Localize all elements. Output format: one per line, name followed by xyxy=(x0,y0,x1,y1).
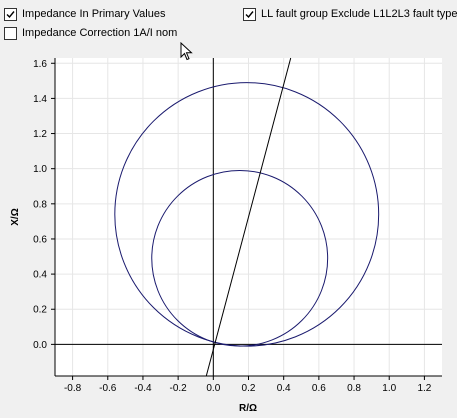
x-tick-label: 1.2 xyxy=(417,383,431,394)
primary-values-checkbox[interactable]: Impedance In Primary Values xyxy=(4,6,165,22)
impedance-circle-2 xyxy=(151,169,329,347)
y-tick-label: 1.4 xyxy=(33,94,47,105)
ll-fault-group-label: LL fault group Exclude L1L2L3 fault type xyxy=(261,8,457,20)
axes xyxy=(51,58,442,380)
y-tick-label: 0.0 xyxy=(33,340,47,351)
x-tick-label: 1.0 xyxy=(382,383,396,394)
y-tick-label: 0.8 xyxy=(33,199,47,210)
x-tick-label: 0.0 xyxy=(206,383,220,394)
x-tick-label: 0.6 xyxy=(312,383,326,394)
x-tick-label: 0.4 xyxy=(277,383,291,394)
x-tick-label: -0.4 xyxy=(134,383,152,394)
ll-fault-group-checkbox[interactable]: LL fault group Exclude L1L2L3 fault type xyxy=(243,6,457,22)
x-tick-label: -0.2 xyxy=(170,383,188,394)
y-tick-label: 0.6 xyxy=(33,234,47,245)
x-tick-label: -0.8 xyxy=(64,383,82,394)
y-tick-label: 1.2 xyxy=(33,129,47,140)
impedance-correction-checkbox[interactable]: Impedance Correction 1A/I nom xyxy=(4,25,177,41)
tick-labels: -0.8 -0.6 -0.4 -0.2 0.0 0.2 0.4 0.6 0.8 1.0 1.2 0.0… xyxy=(33,59,432,394)
primary-values-label: Impedance In Primary Values xyxy=(22,8,166,20)
y-tick-label: 1.6 xyxy=(33,59,47,70)
impedance-correction-label: Impedance Correction 1A/I nom xyxy=(22,27,178,39)
x-tick-label: 0.2 xyxy=(242,383,256,394)
y-tick-label: 1.0 xyxy=(33,164,47,175)
y-tick-label: 0.2 xyxy=(33,305,47,316)
checkbox-box[interactable] xyxy=(4,26,17,40)
x-axis-title: R/Ω xyxy=(239,403,257,414)
checkmark-icon xyxy=(245,10,254,18)
mouse-pointer-icon xyxy=(180,42,193,61)
characteristic-line xyxy=(205,57,292,377)
checkbox-box[interactable] xyxy=(4,7,17,21)
y-tick-label: 0.4 xyxy=(33,270,47,281)
x-tick-label: 0.8 xyxy=(347,383,361,394)
x-tick-label: -0.6 xyxy=(99,383,117,394)
y-axis-title: X/Ω xyxy=(10,208,21,225)
series xyxy=(114,57,380,377)
checkmark-icon xyxy=(6,10,15,18)
checkbox-box[interactable] xyxy=(243,7,256,21)
